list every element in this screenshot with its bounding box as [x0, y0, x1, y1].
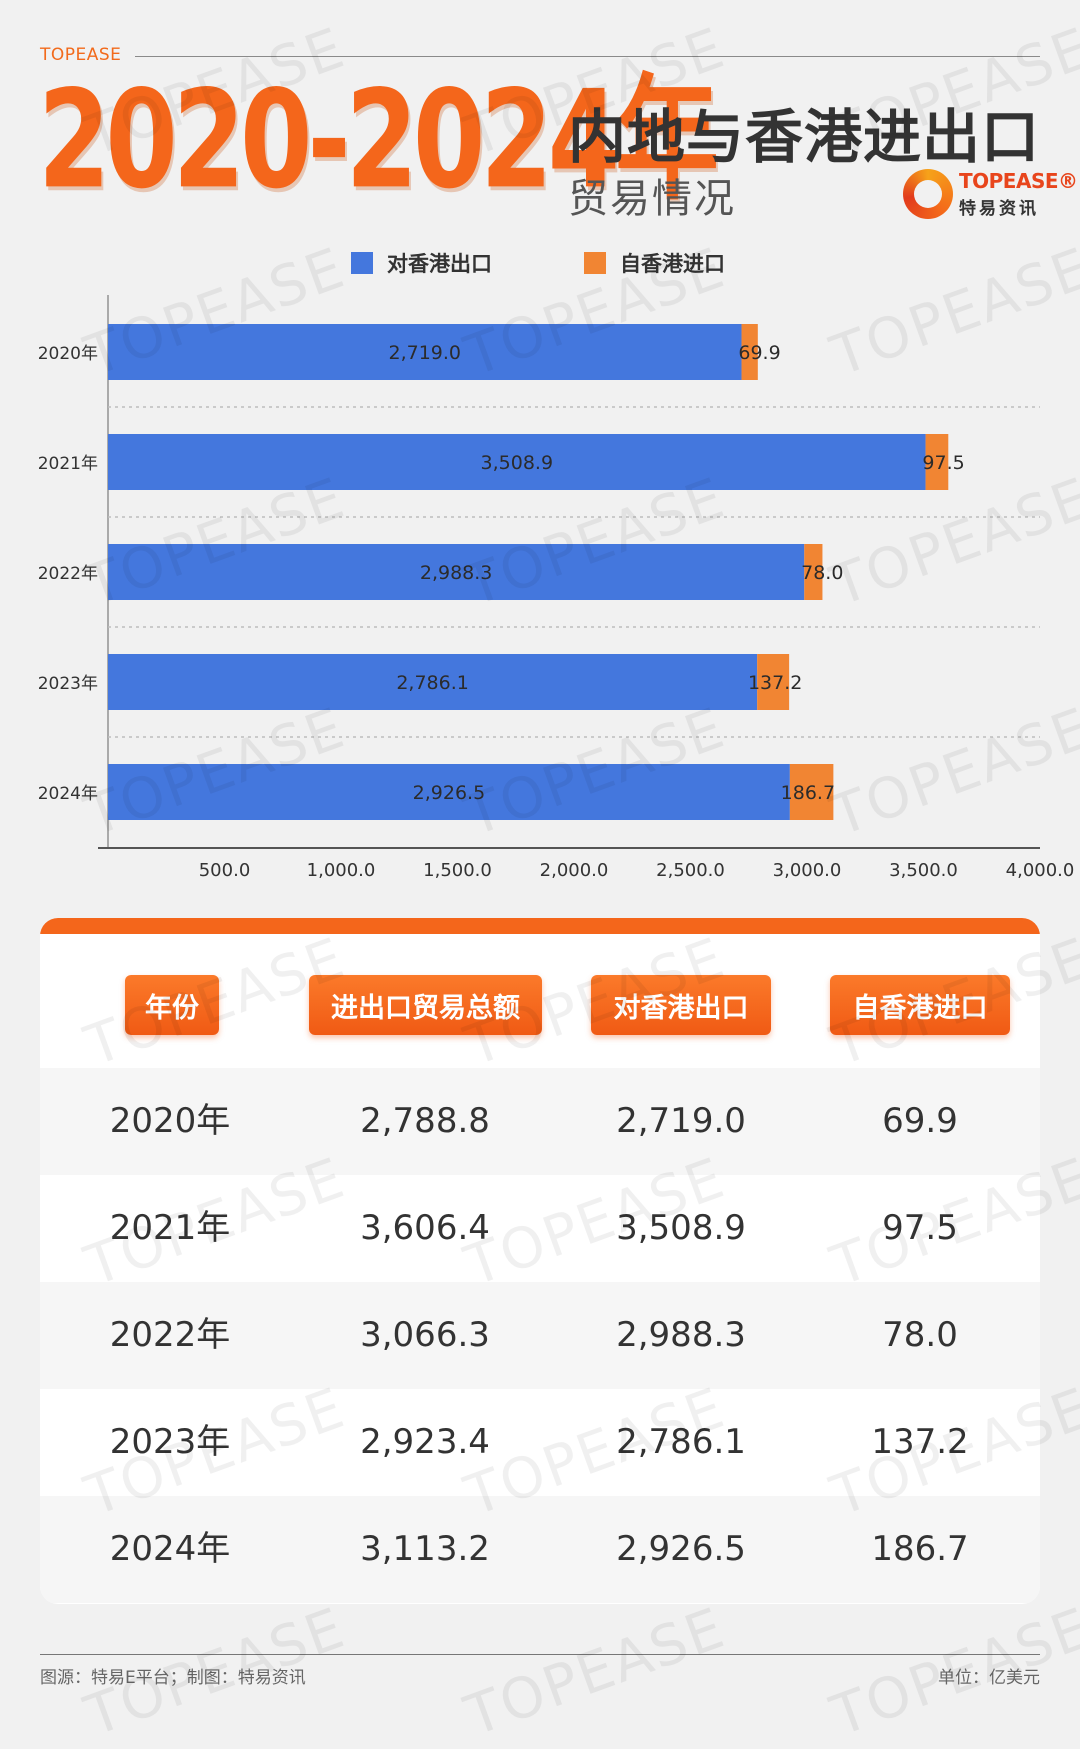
category-label: 2023年	[38, 674, 98, 694]
logo-wordmark: TOPEASE®	[959, 169, 1078, 193]
cell-year: 2023年	[109, 1422, 231, 1462]
top-divider	[135, 56, 1040, 57]
data-label: 2,719.0	[388, 342, 461, 364]
cell-year: 2022年	[109, 1315, 231, 1355]
table-header-year: 年份	[125, 975, 219, 1035]
cell-import: 78.0	[882, 1315, 958, 1355]
cell-total: 3,066.3	[360, 1315, 490, 1355]
stacked-bar-chart: 2020年 2,719.0 69.9 2021年 3,508.9 97.5 2022年 2,9…	[38, 295, 1075, 881]
data-label: 97.5	[922, 452, 964, 474]
cell-total: 2,923.4	[360, 1422, 490, 1462]
category-label: 2020年	[38, 344, 98, 364]
data-table-panel: 年份 进出口贸易总额 对香港出口 自香港进口 2020年 2,788.8 2,7…	[40, 918, 1040, 1604]
page-subtitle: 贸易情况	[568, 176, 736, 222]
table-row: 2023年 2,923.4 2,786.1 137.2	[40, 1389, 1040, 1496]
cell-import: 69.9	[882, 1101, 958, 1141]
cell-year: 2020年	[109, 1101, 231, 1141]
cell-total: 3,606.4	[360, 1208, 490, 1248]
cell-export: 2,719.0	[616, 1101, 746, 1141]
category-label: 2024年	[38, 784, 98, 804]
x-tick-label: 500.0	[199, 860, 251, 881]
cell-import: 97.5	[882, 1208, 958, 1248]
bar-export	[108, 324, 742, 380]
data-label: 2,786.1	[396, 672, 469, 694]
cell-year: 2024年	[109, 1529, 231, 1569]
legend-swatch-export	[351, 252, 373, 274]
bar-export	[108, 764, 790, 820]
page-title: 内地与香港进出口	[568, 103, 1041, 171]
cell-export: 3,508.9	[616, 1208, 746, 1248]
source-note: 图源：特易E平台；制图：特易资讯	[40, 1668, 306, 1688]
chart-legend: 对香港出口 自香港进口	[0, 248, 1080, 276]
brand-label: TOPEASE	[40, 45, 122, 65]
data-label: 78.0	[801, 562, 843, 584]
table-row: 2020年 2,788.8 2,719.0 69.9	[40, 1068, 1040, 1175]
data-label: 137.2	[748, 672, 802, 694]
footer-divider	[40, 1654, 1040, 1655]
bar-import	[789, 764, 834, 820]
cell-import: 137.2	[871, 1422, 969, 1462]
cell-export: 2,786.1	[616, 1422, 746, 1462]
bar-export	[108, 544, 805, 600]
bar-export	[108, 654, 758, 710]
legend-label-export: 对香港出口	[387, 252, 492, 276]
data-label: 2,926.5	[413, 782, 486, 804]
bar-import	[757, 654, 790, 710]
table-header-total: 进出口贸易总额	[309, 975, 542, 1035]
watermark-text: TOPEASE	[457, 1595, 734, 1749]
x-tick-label: 2,000.0	[540, 860, 609, 881]
topease-logo: TOPEASE® 特易资讯	[903, 166, 1078, 222]
logo-ring-icon	[903, 169, 953, 219]
cell-export: 2,988.3	[616, 1315, 746, 1355]
table-row: 2022年 3,066.3 2,988.3 78.0	[40, 1282, 1040, 1389]
page-title-years: 2020-2024年	[38, 60, 719, 219]
table-header-import: 自香港进口	[830, 975, 1010, 1035]
legend-item-import: 自香港进口	[584, 248, 725, 278]
bar-import	[804, 544, 823, 600]
bar-import	[741, 324, 758, 380]
table-row: 2021年 3,606.4 3,508.9 97.5	[40, 1175, 1040, 1282]
bar-import	[925, 434, 949, 490]
x-tick-label: 2,500.0	[656, 860, 725, 881]
legend-item-export: 对香港出口	[351, 248, 492, 278]
data-label: 69.9	[738, 342, 780, 364]
category-label: 2021年	[38, 454, 98, 474]
data-label: 2,988.3	[420, 562, 493, 584]
legend-swatch-import	[584, 252, 606, 274]
data-label: 3,508.9	[481, 452, 554, 474]
cell-total: 2,788.8	[360, 1101, 490, 1141]
x-tick-label: 1,000.0	[307, 860, 376, 881]
legend-label-import: 自香港进口	[620, 252, 725, 276]
cell-import: 186.7	[871, 1529, 969, 1569]
table-header-export: 对香港出口	[591, 975, 771, 1035]
x-tick-label: 1,500.0	[423, 860, 492, 881]
panel-accent-bar	[40, 918, 1040, 934]
data-label: 186.7	[781, 782, 835, 804]
cell-export: 2,926.5	[616, 1529, 746, 1569]
cell-total: 3,113.2	[360, 1529, 490, 1569]
cell-year: 2021年	[109, 1208, 231, 1248]
bar-export	[108, 434, 926, 490]
x-tick-label: 4,000.0	[1006, 860, 1075, 881]
x-tick-label: 3,000.0	[773, 860, 842, 881]
table-row: 2024年 3,113.2 2,926.5 186.7	[40, 1496, 1040, 1603]
x-tick-label: 3,500.0	[889, 860, 958, 881]
logo-chinese-name: 特易资讯	[959, 199, 1039, 219]
category-label: 2022年	[38, 564, 98, 584]
unit-note: 单位：亿美元	[938, 1668, 1040, 1688]
